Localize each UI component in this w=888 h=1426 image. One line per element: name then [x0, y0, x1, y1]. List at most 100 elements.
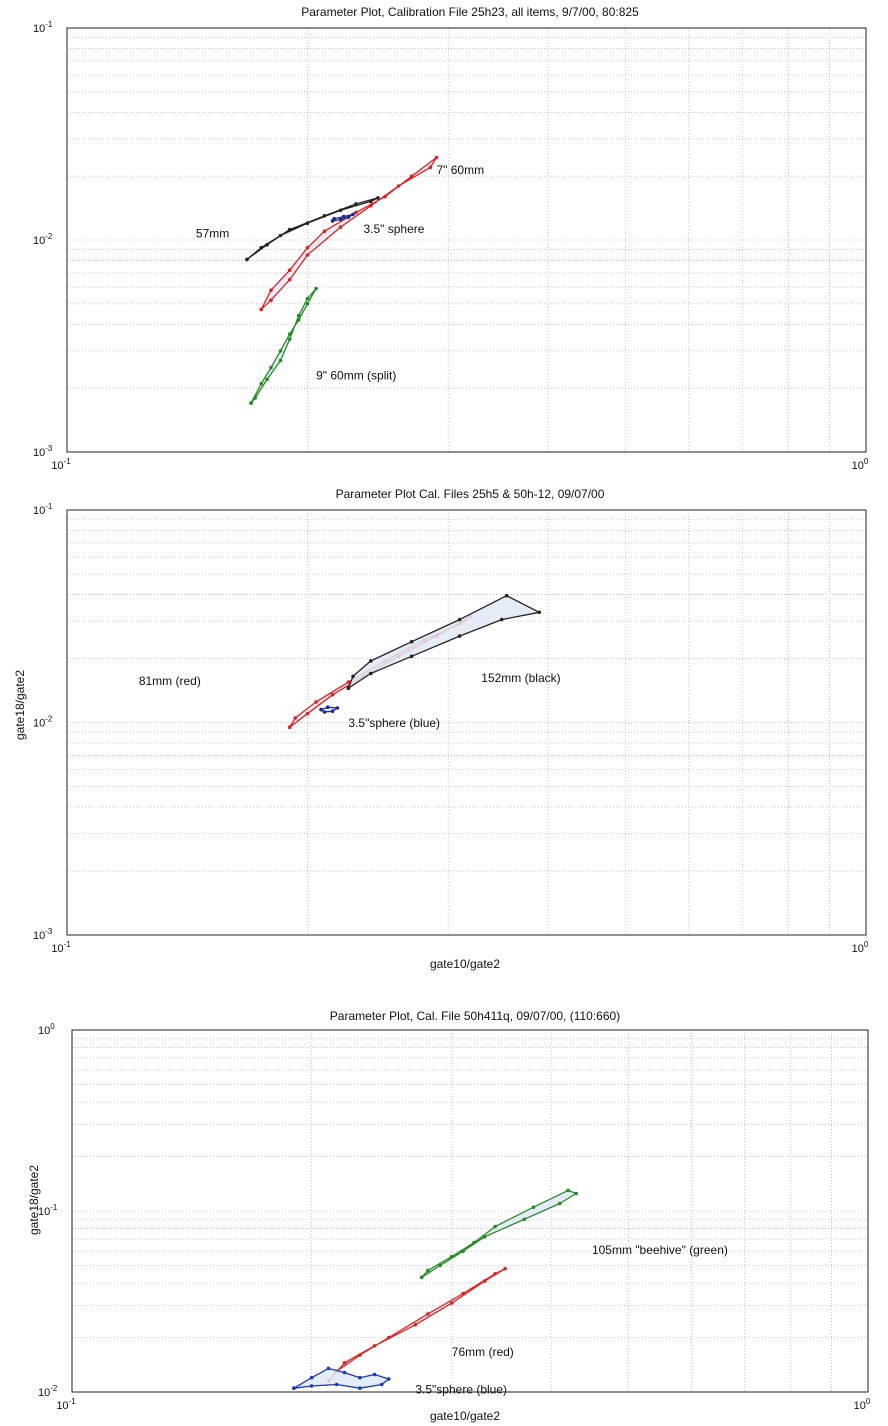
annotation-label: 76mm (red): [452, 1345, 514, 1359]
data-point: [269, 365, 273, 370]
data-point: [457, 617, 462, 622]
y-tick-label: 10-2: [38, 1384, 58, 1399]
data-point: [450, 1301, 454, 1305]
x-tick-label: 100: [852, 457, 869, 472]
y-tick-exponent: -2: [45, 715, 53, 724]
x-tick-exponent: -1: [69, 1397, 77, 1406]
data-point: [504, 593, 509, 598]
data-point: [369, 659, 373, 663]
data-point: [369, 671, 373, 676]
y-tick-label: 10-3: [33, 444, 53, 459]
x-tick-label: 10-1: [51, 457, 71, 472]
data-point: [287, 332, 292, 336]
data-point: [493, 1272, 497, 1276]
data-point: [438, 1263, 442, 1268]
x-tick-label: 100: [854, 1397, 871, 1412]
y-tick-exponent: -1: [50, 1203, 58, 1212]
data-point: [245, 257, 249, 262]
data-point: [305, 296, 310, 301]
x-tick-label: 10-1: [51, 940, 71, 955]
data-point: [334, 1382, 339, 1387]
annotation-label: 9" 60mm (split): [316, 368, 396, 382]
data-point: [434, 155, 439, 160]
data-point: [269, 298, 273, 303]
x-axis-label: gate10/gate2: [430, 957, 500, 971]
data-point: [369, 199, 373, 204]
x-tick-label: 100: [852, 940, 869, 955]
y-tick-label: 10-2: [33, 232, 53, 247]
series-line: [246, 197, 379, 260]
plot-frame: [66, 509, 867, 936]
data-point: [293, 716, 298, 720]
data-point: [253, 396, 257, 400]
data-point: [335, 706, 340, 710]
data-point: [322, 229, 327, 233]
annotation-label: 81mm (red): [139, 674, 201, 688]
annotation-label: 3.5"sphere (blue): [348, 716, 440, 730]
data-point: [387, 1335, 391, 1340]
y-tick-exponent: -2: [50, 1384, 58, 1393]
data-point: [522, 1217, 527, 1222]
data-point: [354, 210, 358, 215]
y-axis-label: gate18/gate2: [27, 1165, 41, 1235]
data-point: [314, 286, 318, 291]
y-tick-label: 10-1: [33, 502, 53, 517]
data-point: [278, 233, 283, 238]
data-point: [338, 225, 343, 229]
data-point: [482, 1235, 487, 1239]
series-line: [328, 1268, 506, 1382]
data-point: [351, 212, 355, 217]
data-point: [354, 202, 358, 206]
data-point: [558, 1201, 562, 1206]
data-point: [346, 686, 351, 690]
data-point: [380, 1382, 384, 1387]
data-point: [342, 1361, 347, 1365]
y-tick-label: 10-3: [33, 927, 53, 942]
y-tick-exponent: -3: [45, 444, 53, 453]
data-point: [265, 377, 269, 382]
data-point: [305, 253, 310, 257]
data-point: [269, 288, 273, 293]
data-point: [409, 654, 414, 659]
data-point: [342, 1370, 347, 1375]
data-point: [426, 1268, 430, 1273]
data-point: [338, 208, 343, 213]
data-point: [305, 245, 310, 250]
data-point: [537, 610, 542, 615]
data-point: [259, 307, 264, 312]
data-point: [346, 680, 351, 684]
x-tick-exponent: -1: [64, 940, 72, 949]
data-point: [409, 639, 414, 644]
x-axis-label: gate10/gate2: [430, 1409, 500, 1423]
plot-frame: [66, 27, 867, 453]
data-point: [292, 1386, 296, 1390]
data-point: [499, 617, 504, 622]
series-line: [347, 595, 540, 689]
data-point: [309, 1375, 314, 1380]
data-point: [287, 277, 292, 282]
data-point: [566, 1188, 570, 1193]
data-point: [305, 302, 310, 306]
annotation-label: 105mm "beehive" (green): [592, 1243, 728, 1257]
x-tick-exponent: 0: [864, 940, 869, 949]
chart-title: Parameter Plot, Calibration File 25h23, …: [301, 5, 639, 19]
data-point: [314, 700, 318, 704]
data-point: [330, 693, 335, 697]
x-tick-exponent: 0: [864, 457, 869, 466]
data-point: [461, 1249, 465, 1253]
data-point: [450, 1254, 454, 1259]
data-point: [372, 1372, 377, 1377]
data-point: [287, 337, 292, 342]
data-point: [482, 1279, 487, 1283]
annotation-label: 3.5" sphere: [363, 222, 424, 236]
data-point: [278, 358, 283, 363]
y-tick-exponent: 0: [50, 1022, 55, 1031]
y-tick-label: 10-2: [33, 715, 53, 730]
data-point: [419, 1275, 424, 1280]
data-point: [396, 184, 401, 188]
x-tick-exponent: 0: [866, 1397, 871, 1406]
data-point: [296, 318, 301, 322]
data-point: [249, 401, 253, 405]
data-point: [322, 214, 327, 218]
